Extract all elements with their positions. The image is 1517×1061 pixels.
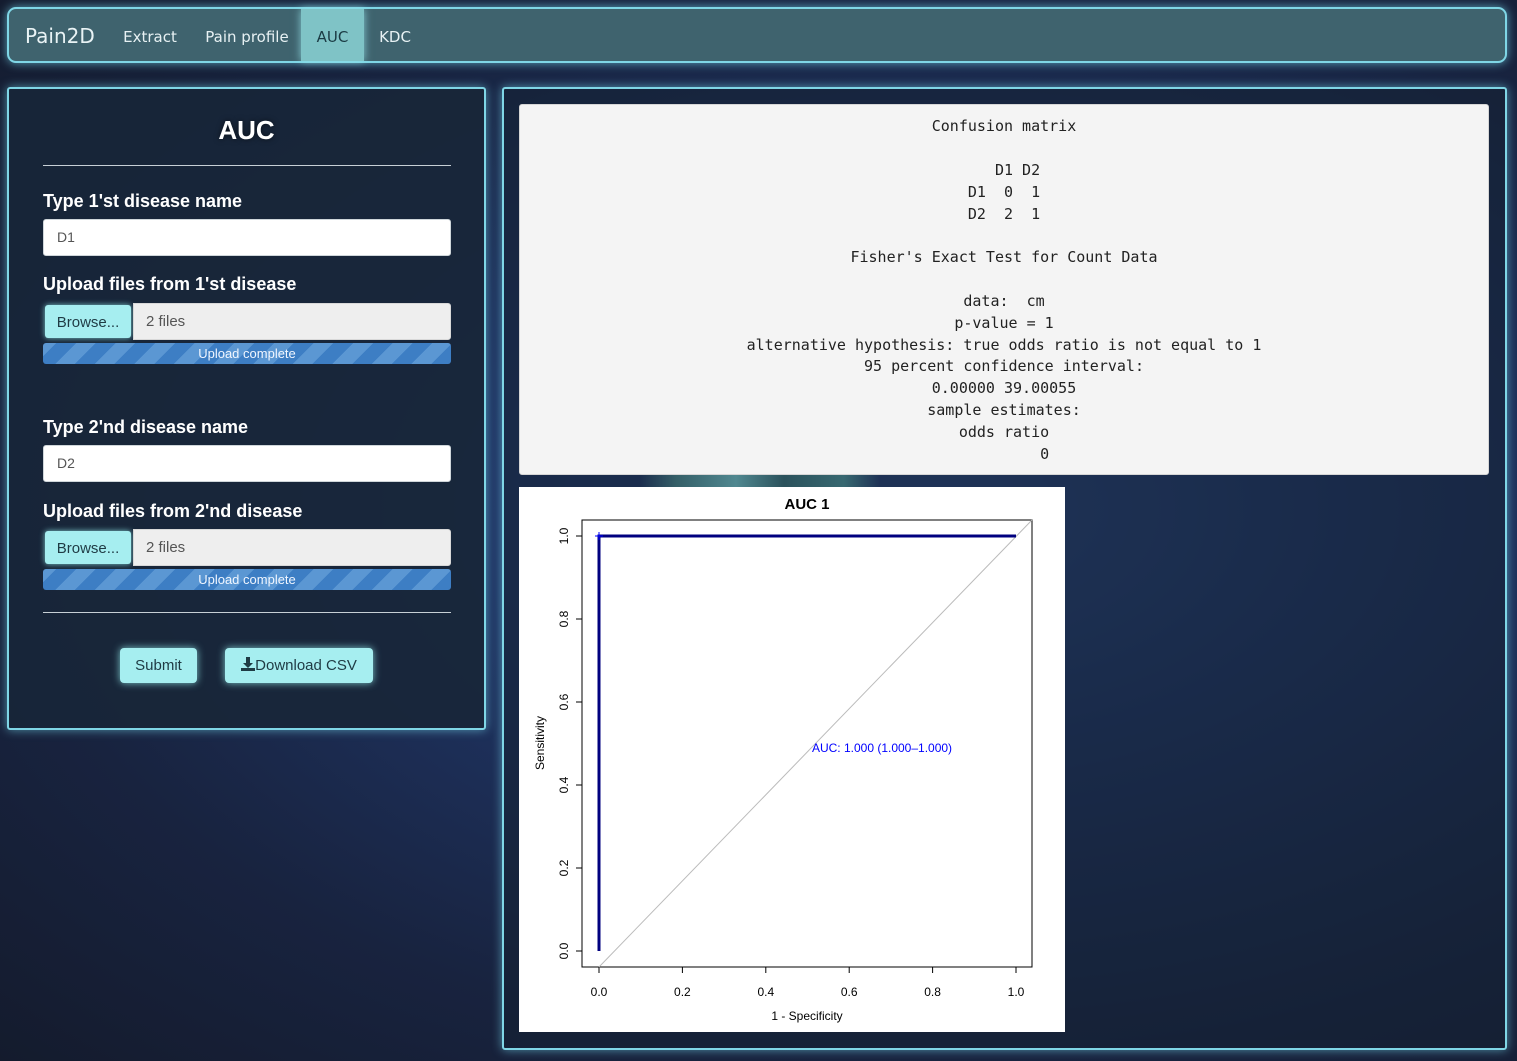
disease2-input[interactable]: D2 <box>43 445 451 482</box>
upload2-label: Upload files from 2'nd disease <box>43 501 303 521</box>
roc-plot: AUC 1 0.0 0.2 0.4 0.6 0.8 1.0 1 - Specificity 0.… <box>519 487 1065 1032</box>
upload2-progress-bar: Upload complete <box>43 569 451 590</box>
output-line: D2 2 1 <box>967 205 1041 223</box>
best-threshold-marker <box>595 532 603 540</box>
divider <box>43 612 451 613</box>
submit-button[interactable]: Submit <box>120 648 197 683</box>
output-line: D1 D2 <box>967 161 1041 179</box>
y-tick-label: 1.0 <box>557 527 571 544</box>
x-tick-label: 0.0 <box>591 985 608 999</box>
y-tick-label: 0.0 <box>557 942 571 959</box>
upload1-progress-bar: Upload complete <box>43 343 451 364</box>
output-line: p-value = 1 <box>954 314 1054 332</box>
nav-extract[interactable]: Extract <box>123 28 177 46</box>
roc-chart: AUC 1 0.0 0.2 0.4 0.6 0.8 1.0 1 - Specificity 0.… <box>533 496 1033 1023</box>
output-line: sample estimates: <box>927 401 1081 419</box>
y-tick-label: 0.8 <box>557 610 571 627</box>
panel-title: AUC <box>218 115 275 145</box>
x-tick-label: 0.4 <box>757 985 774 999</box>
x-tick-label: 0.6 <box>841 985 858 999</box>
navbar: Pain2D Extract Pain profile AUC KDC <box>7 7 1507 63</box>
upload1-file-input: Browse... 2 files <box>43 303 451 340</box>
background-figure <box>640 475 880 487</box>
reference-diagonal <box>598 519 1033 968</box>
nav-auc[interactable]: AUC <box>301 9 364 61</box>
upload2-file-input: Browse... 2 files <box>43 529 451 566</box>
disease1-label: Type 1'st disease name <box>43 191 243 211</box>
output-line: 0 <box>958 445 1050 463</box>
verbatim-output: Confusion matrix D1 D2 D1 0 1 D2 2 1 Fis… <box>519 104 1489 475</box>
nav-kdc[interactable]: KDC <box>379 28 411 46</box>
roc-curve <box>597 534 1016 951</box>
disease2-label: Type 2'nd disease name <box>43 417 249 437</box>
chart-title: AUC 1 <box>784 496 829 513</box>
upload1-file-name[interactable]: 2 files <box>133 303 451 340</box>
disease1-input[interactable]: D1 <box>43 219 451 256</box>
form-panel: AUC Type 1'st disease name D1 Upload fil… <box>7 87 486 730</box>
upload2-file-name[interactable]: 2 files <box>133 529 451 566</box>
x-tick-label: 0.8 <box>924 985 941 999</box>
output-line: D1 0 1 <box>967 183 1041 201</box>
browse2-button[interactable]: Browse... <box>45 531 131 564</box>
x-tick-label: 1.0 <box>1008 985 1025 999</box>
auc-annotation: AUC: 1.000 (1.000–1.000) <box>812 741 952 755</box>
download-csv-button[interactable]: Download CSV <box>225 648 373 683</box>
output-line: data: cm <box>963 292 1045 310</box>
x-tick-label: 0.2 <box>674 985 691 999</box>
browse1-button[interactable]: Browse... <box>45 305 131 338</box>
y-tick-label: 0.6 <box>557 693 571 710</box>
brand[interactable]: Pain2D <box>25 24 95 48</box>
output-line: odds ratio <box>958 423 1050 441</box>
output-line: Confusion matrix <box>931 117 1077 135</box>
y-tick-label: 0.4 <box>557 776 571 793</box>
y-axis-label: Sensitivity <box>533 716 547 770</box>
y-tick-label: 0.2 <box>557 859 571 876</box>
download-icon <box>241 657 256 671</box>
output-line: alternative hypothesis: true odds ratio … <box>746 336 1262 354</box>
download-csv-label: Download CSV <box>255 657 357 674</box>
output-line: 95 percent confidence interval: <box>864 357 1144 375</box>
output-line: 0.00000 39.00055 <box>931 379 1077 397</box>
upload1-label: Upload files from 1'st disease <box>43 274 297 294</box>
output-line: Fisher's Exact Test for Count Data <box>850 248 1158 266</box>
divider <box>43 165 451 166</box>
plot-frame <box>581 519 1033 968</box>
x-axis-label: 1 - Specificity <box>771 1009 842 1023</box>
nav-pain-profile[interactable]: Pain profile <box>205 28 289 46</box>
